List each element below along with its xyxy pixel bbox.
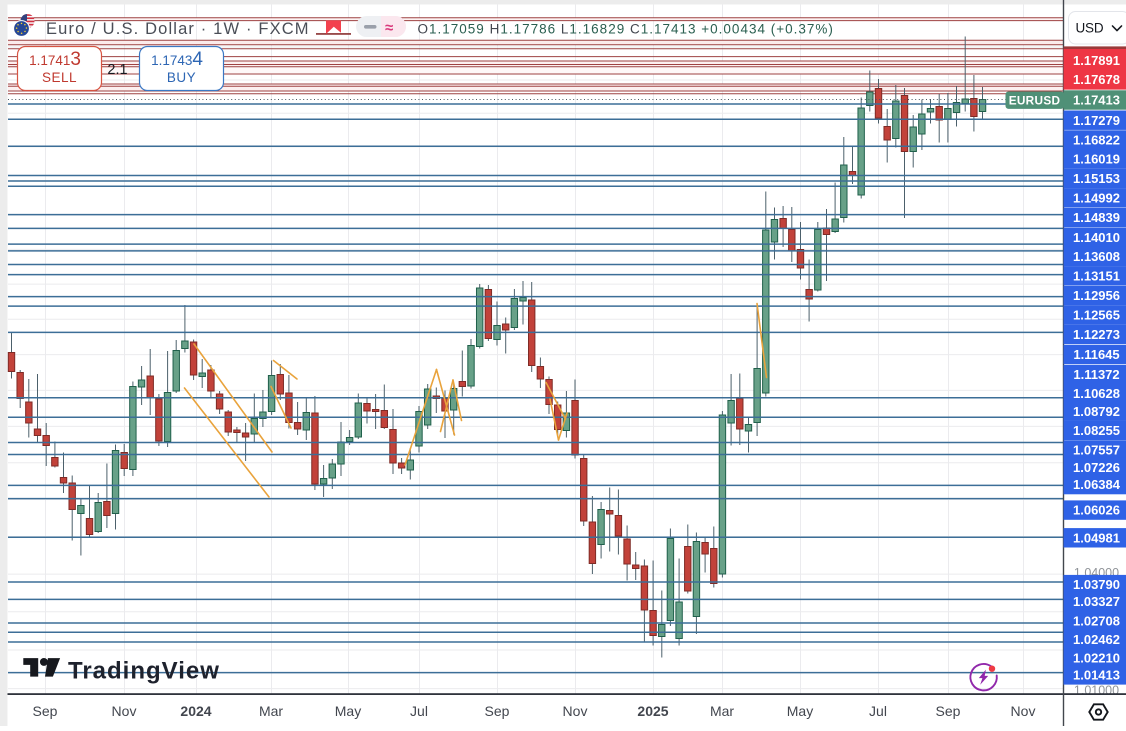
svg-text:Jul: Jul	[410, 703, 428, 719]
svg-text:BUY: BUY	[167, 70, 196, 85]
svg-text:2.1: 2.1	[107, 62, 127, 78]
svg-text:1.17678: 1.17678	[1073, 72, 1120, 87]
svg-text:1.17413: 1.17413	[1073, 92, 1120, 107]
svg-text:Jul: Jul	[869, 703, 887, 719]
svg-text:1.17891: 1.17891	[1073, 53, 1120, 68]
svg-text:1.16019: 1.16019	[1073, 152, 1120, 167]
svg-text:SELL: SELL	[42, 70, 77, 85]
svg-text:Nov: Nov	[112, 703, 137, 719]
svg-text:1.14010: 1.14010	[1073, 230, 1120, 245]
svg-text:≈: ≈	[385, 20, 393, 37]
svg-text:Mar: Mar	[710, 703, 734, 719]
svg-text:1.17413: 1.17413	[29, 49, 81, 70]
svg-text:1.07226: 1.07226	[1073, 460, 1120, 475]
svg-text:Sep: Sep	[936, 703, 961, 719]
svg-text:1.10628: 1.10628	[1073, 386, 1120, 401]
svg-text:1.08792: 1.08792	[1073, 404, 1120, 419]
svg-text:EURUSD: EURUSD	[1009, 94, 1061, 108]
svg-text:1.16822: 1.16822	[1073, 133, 1120, 148]
svg-text:1.14839: 1.14839	[1073, 210, 1120, 225]
svg-text:1.03790: 1.03790	[1073, 577, 1120, 592]
svg-text:1.08255: 1.08255	[1073, 423, 1120, 438]
svg-text:Sep: Sep	[485, 703, 510, 719]
svg-text:1.14992: 1.14992	[1073, 190, 1120, 205]
svg-text:1.11372: 1.11372	[1073, 367, 1119, 382]
svg-text:1.17279: 1.17279	[1073, 113, 1120, 128]
svg-text:1.11645: 1.11645	[1073, 347, 1119, 362]
svg-text:May: May	[335, 703, 361, 719]
svg-text:1.13608: 1.13608	[1073, 249, 1120, 264]
svg-text:1.04981: 1.04981	[1073, 530, 1120, 545]
svg-text:1.12273: 1.12273	[1073, 327, 1120, 342]
svg-text:1.07557: 1.07557	[1073, 443, 1120, 458]
svg-text:1.01413: 1.01413	[1073, 668, 1120, 683]
svg-text:1.06026: 1.06026	[1073, 503, 1120, 518]
svg-text:1.13151: 1.13151	[1073, 268, 1120, 283]
svg-text:May: May	[787, 703, 813, 719]
svg-text:Nov: Nov	[1011, 703, 1036, 719]
svg-text:Mar: Mar	[259, 703, 283, 719]
svg-text:USD: USD	[1076, 21, 1104, 36]
svg-text:Sep: Sep	[33, 703, 58, 719]
svg-text:O1.17059 H1.17786 L1.16829: O1.17059 H1.17786 L1.16829 C1.17413 +0.0…	[418, 22, 834, 37]
svg-text:1.17434: 1.17434	[151, 49, 203, 70]
svg-text:2024: 2024	[180, 703, 211, 719]
svg-text:2025: 2025	[637, 703, 668, 719]
svg-text:1.02462: 1.02462	[1073, 632, 1120, 647]
svg-text:1.03327: 1.03327	[1073, 594, 1120, 609]
svg-text:1.15153: 1.15153	[1073, 171, 1120, 186]
svg-text:1.02210: 1.02210	[1073, 651, 1120, 666]
svg-text:1.12565: 1.12565	[1073, 308, 1120, 323]
svg-text:1.01000: 1.01000	[1074, 684, 1119, 698]
svg-text:TradingView: TradingView	[68, 658, 220, 685]
svg-text:Nov: Nov	[563, 703, 588, 719]
svg-text:1.12956: 1.12956	[1073, 288, 1120, 303]
svg-text:Euro / U.S. Dollar · 1W · FXCM: Euro / U.S. Dollar · 1W · FXCM	[46, 20, 310, 38]
svg-text:1.02708: 1.02708	[1073, 613, 1120, 628]
svg-text:1.06384: 1.06384	[1073, 477, 1121, 492]
